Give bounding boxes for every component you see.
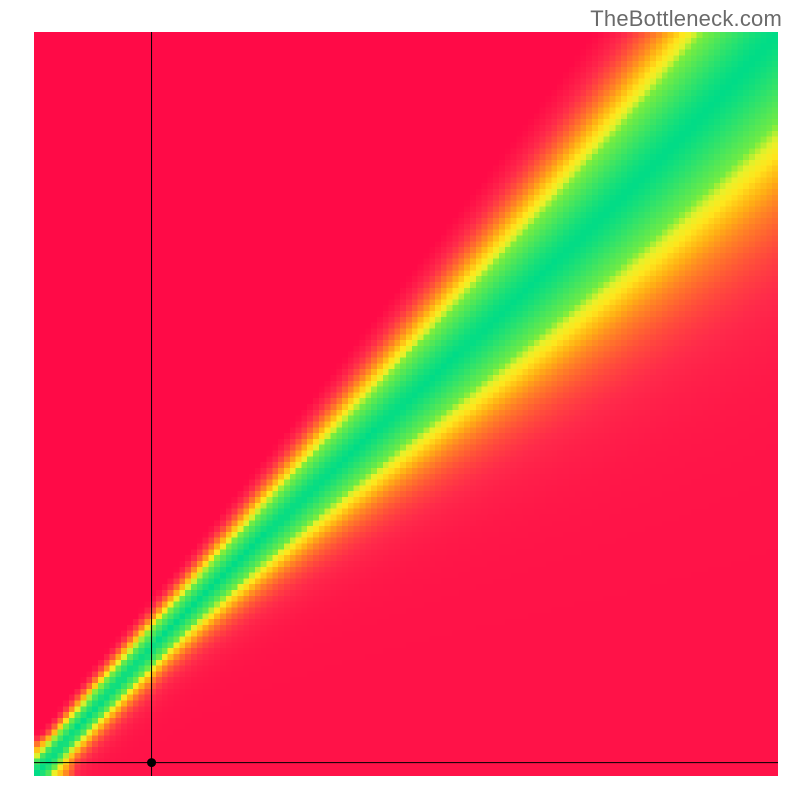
watermark-text: TheBottleneck.com xyxy=(590,6,782,32)
heatmap-plot-area xyxy=(34,32,778,776)
heatmap-canvas xyxy=(34,32,778,776)
